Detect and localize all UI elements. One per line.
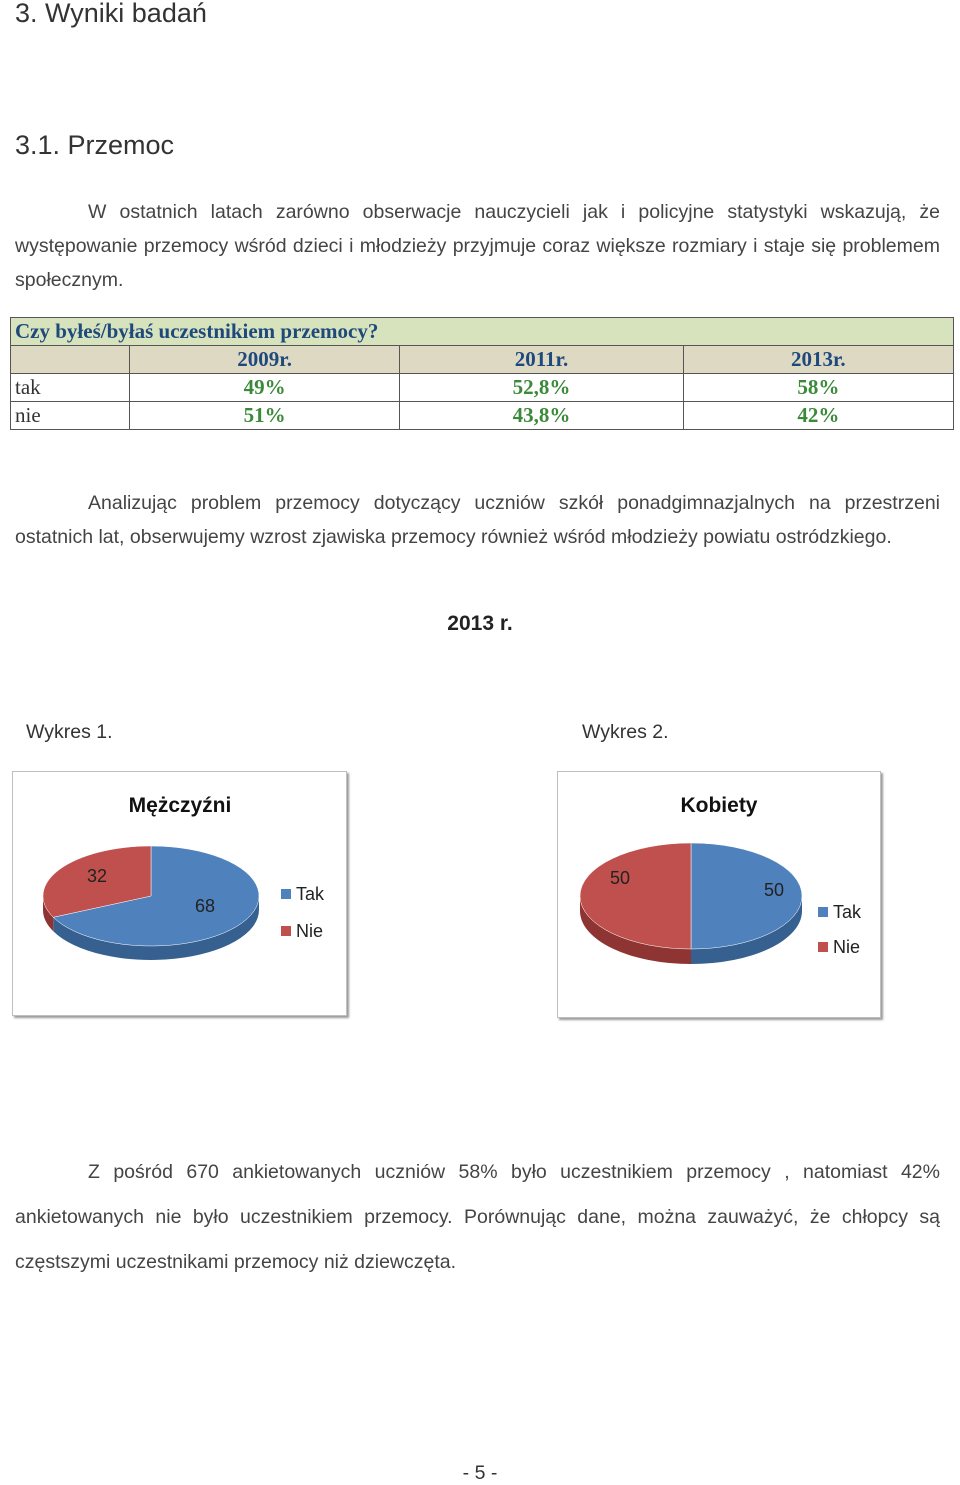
page-number: - 5 - xyxy=(462,1462,498,1484)
pie-chart-women-svg: Kobiety 50 50 Tak Nie xyxy=(579,794,862,964)
legend-label-tak: Tak xyxy=(833,902,862,922)
pie-chart-men-svg: Mężczyźni 68 32 Tak Nie xyxy=(42,794,325,960)
legend-label-nie: Nie xyxy=(296,921,323,941)
survey-row-tak: tak 49% 52,8% 58% xyxy=(10,373,955,402)
charts-year-caption: 2013 r. xyxy=(447,612,513,635)
chart-caption-2: Wykres 2. xyxy=(582,721,669,743)
survey-question-row: Czy byłeś/byłaś uczestnikiem przemocy? xyxy=(10,317,954,346)
pie-slice-nie xyxy=(42,845,152,918)
pie-data-label: 50 xyxy=(610,868,630,888)
legend-swatch-nie xyxy=(818,942,828,952)
legend-swatch-tak xyxy=(818,907,828,917)
legend-label-nie: Nie xyxy=(833,937,860,957)
survey-row-label: tak xyxy=(10,373,130,402)
pie-slice-tak xyxy=(52,845,260,947)
analysis-paragraph: Analizując problem przemocy dotyczący uc… xyxy=(15,492,940,548)
survey-year-2009: 2009r. xyxy=(128,345,401,374)
pie-slice-tak xyxy=(690,842,803,950)
pie-slice-side xyxy=(691,896,802,964)
chart-caption-1: Wykres 1. xyxy=(26,721,113,743)
survey-year-2011: 2011r. xyxy=(399,345,684,374)
subsection-heading: 3.1. Przemoc xyxy=(15,130,175,160)
pie-data-label: 50 xyxy=(764,880,784,900)
legend-label-tak: Tak xyxy=(296,884,325,904)
survey-cell: 49% xyxy=(128,373,401,402)
survey-cell: 58% xyxy=(682,373,955,402)
legend-swatch-tak xyxy=(281,889,291,899)
survey-row-label: nie xyxy=(10,401,130,430)
summary-paragraph: Z pośród 670 ankietowanych uczniów 58% b… xyxy=(15,1161,940,1273)
survey-header-row: 2009r. 2011r. 2013r. xyxy=(10,345,955,374)
survey-cell: 52,8% xyxy=(399,373,684,402)
pie-data-label: 68 xyxy=(195,896,215,916)
survey-row-nie: nie 51% 43,8% 42% xyxy=(10,401,955,430)
survey-cell: 42% xyxy=(682,401,955,430)
pie-data-label: 32 xyxy=(87,866,107,886)
pie-slice-side xyxy=(53,896,259,960)
survey-question: Czy byłeś/byłaś uczestnikiem przemocy? xyxy=(10,317,954,346)
chart-title: Mężczyźni xyxy=(129,794,232,817)
legend-swatch-nie xyxy=(281,926,291,936)
pie-chart-women: Kobiety 50 50 Tak Nie xyxy=(557,771,881,1018)
survey-cell: 51% xyxy=(128,401,401,430)
pie-slice-nie xyxy=(579,842,692,950)
section-heading: 3. Wyniki badań xyxy=(15,0,207,28)
pie-chart-men: Mężczyźni 68 32 Tak Nie xyxy=(12,771,347,1016)
intro-paragraph: W ostatnich latach zarówno obserwacje na… xyxy=(15,201,940,291)
survey-cell: 43,8% xyxy=(399,401,684,430)
survey-table: Czy byłeś/byłaś uczestnikiem przemocy? 2… xyxy=(10,317,955,430)
pie-slice-side xyxy=(43,896,54,932)
chart-title: Kobiety xyxy=(680,794,757,817)
survey-header-empty xyxy=(10,345,130,374)
survey-year-2013: 2013r. xyxy=(682,345,955,374)
pie-slice-side xyxy=(580,896,691,964)
